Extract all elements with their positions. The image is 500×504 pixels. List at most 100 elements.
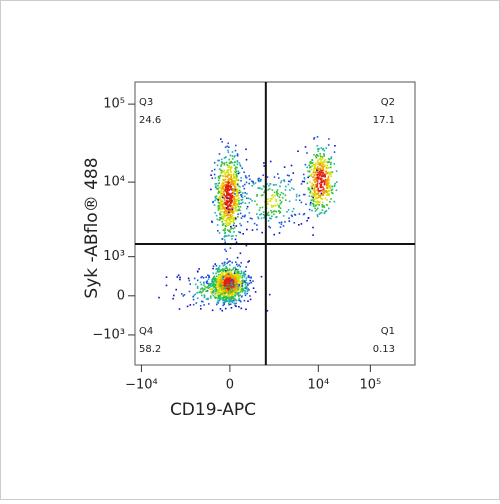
density-dot — [214, 196, 217, 198]
density-dot — [221, 291, 224, 293]
density-dot — [326, 194, 329, 197]
density-dot — [308, 164, 310, 167]
density-dot — [231, 216, 233, 218]
density-dot — [214, 199, 216, 202]
density-dot — [244, 202, 247, 204]
density-dot — [309, 166, 311, 168]
density-dot — [225, 265, 227, 268]
density-dot — [268, 225, 270, 228]
density-dot — [222, 215, 225, 218]
density-dot — [282, 215, 285, 217]
density-dot — [316, 201, 319, 203]
density-dot — [236, 179, 238, 181]
density-dot — [221, 202, 223, 205]
density-dot — [244, 291, 247, 293]
density-dot — [226, 275, 228, 278]
density-dot — [215, 214, 218, 217]
density-dot — [210, 288, 212, 291]
density-dot — [325, 167, 328, 170]
density-dot — [241, 194, 243, 197]
density-dot — [224, 292, 227, 294]
density-dot — [283, 180, 286, 183]
density-dot — [333, 185, 336, 187]
density-dot — [224, 231, 227, 234]
density-dot — [229, 296, 231, 298]
density-dot — [240, 194, 242, 196]
density-dot — [230, 160, 232, 163]
density-dot — [232, 277, 234, 280]
density-dot — [224, 235, 226, 238]
density-dot — [301, 180, 304, 183]
density-dot — [231, 291, 234, 293]
density-dot — [225, 195, 228, 197]
density-dot — [263, 217, 265, 219]
density-dot — [246, 197, 248, 200]
density-dot — [334, 182, 336, 185]
density-dot — [236, 178, 238, 180]
density-dot — [244, 195, 246, 198]
density-dot — [226, 271, 228, 273]
density-dot — [327, 158, 330, 160]
density-dot — [222, 280, 224, 283]
density-dot — [330, 173, 332, 175]
density-dot — [226, 222, 229, 224]
density-dot — [316, 145, 319, 147]
density-dot — [227, 297, 229, 299]
density-dot — [329, 163, 332, 166]
density-dot — [311, 159, 314, 161]
density-dot — [221, 273, 224, 275]
density-dot — [275, 216, 278, 218]
density-dot — [236, 184, 239, 187]
density-dot — [221, 262, 224, 265]
density-dot — [248, 282, 251, 285]
density-dot — [225, 217, 228, 220]
density-dot — [219, 208, 221, 211]
density-dot — [219, 205, 222, 207]
density-dot — [199, 290, 201, 293]
density-dot — [200, 283, 203, 286]
density-dot — [225, 185, 228, 187]
density-dot — [273, 204, 275, 207]
density-dot — [239, 165, 242, 167]
density-dot — [228, 293, 231, 295]
density-dot — [304, 163, 307, 166]
density-dot — [330, 156, 333, 158]
density-dot — [226, 193, 228, 196]
density-dot — [224, 275, 227, 277]
density-dot — [321, 198, 324, 200]
density-dot — [246, 192, 248, 195]
density-dot — [234, 285, 236, 287]
density-dot — [309, 161, 311, 163]
density-dot — [237, 274, 240, 277]
density-dot — [312, 196, 314, 199]
density-dot — [231, 151, 234, 153]
density-dot — [230, 278, 233, 281]
density-dot — [226, 300, 229, 302]
density-dot — [327, 184, 330, 186]
density-dot — [317, 171, 319, 174]
density-dot — [218, 177, 221, 179]
density-dot — [261, 206, 264, 209]
density-dot — [228, 166, 230, 168]
density-dot — [222, 294, 225, 296]
density-dot — [232, 191, 235, 194]
density-dot — [223, 189, 225, 191]
density-dot — [228, 294, 230, 297]
density-dot — [233, 195, 235, 198]
density-dot — [227, 214, 229, 217]
density-dot — [224, 209, 226, 211]
density-dot — [235, 194, 237, 197]
density-dot — [312, 179, 315, 181]
density-dot — [314, 201, 317, 203]
density-dot — [229, 231, 231, 233]
density-dot — [224, 172, 226, 174]
density-dot — [320, 189, 323, 192]
density-dot — [225, 299, 227, 301]
density-dot — [238, 208, 240, 211]
density-dot — [229, 223, 231, 225]
density-dot — [227, 176, 229, 178]
density-dot — [225, 219, 228, 221]
density-dot — [224, 248, 226, 251]
x-tick-label: 10⁵ — [359, 378, 381, 393]
